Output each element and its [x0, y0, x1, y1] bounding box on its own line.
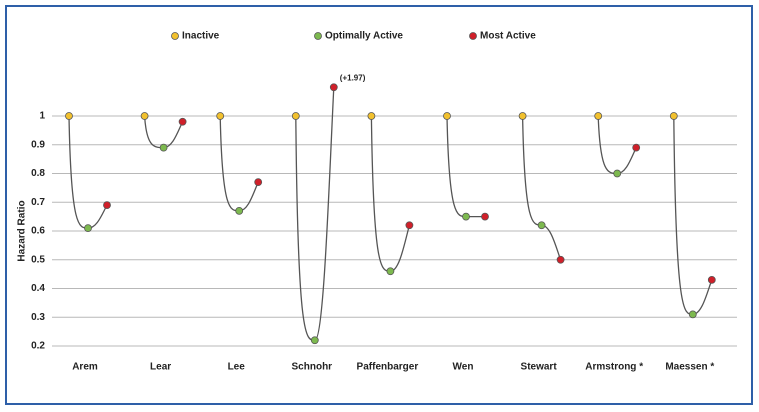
- point: [386, 267, 395, 276]
- y-tick-label: 0.9: [31, 139, 45, 150]
- point: [291, 112, 300, 120]
- point: [103, 201, 111, 210]
- y-tick-label: 0.3: [31, 312, 45, 323]
- point: [707, 275, 716, 284]
- x-tick-label: Armstrong *: [585, 362, 643, 373]
- point: [235, 206, 244, 215]
- point: [159, 143, 168, 152]
- point: [178, 117, 187, 126]
- point: [613, 169, 622, 178]
- legend-label: Most Active: [480, 31, 536, 42]
- frame: [5, 5, 753, 405]
- legend-marker: [314, 32, 322, 40]
- point: [556, 255, 565, 264]
- point: [367, 112, 376, 120]
- legend-marker: [171, 32, 179, 40]
- point: [84, 224, 92, 233]
- point: [537, 221, 546, 230]
- y-tick-label: 0.5: [31, 254, 45, 265]
- point: [481, 212, 489, 221]
- point: [65, 112, 73, 120]
- x-tick-label: Maessen *: [665, 362, 714, 373]
- y-tick-label: 0.2: [31, 341, 45, 352]
- x-tick-label: Stewart: [521, 362, 558, 373]
- point: [518, 112, 527, 120]
- point: [632, 143, 641, 152]
- x-tick-label: Lear: [150, 362, 171, 373]
- y-axis-label: Hazard Ratio: [17, 200, 28, 261]
- x-tick-label: Wen: [453, 362, 474, 373]
- point: [216, 112, 225, 120]
- point: [254, 178, 263, 187]
- point: [688, 310, 697, 319]
- x-tick-label: Lee: [228, 362, 246, 373]
- legend-label: Inactive: [182, 31, 220, 42]
- x-tick-label: Paffenbarger: [357, 362, 419, 373]
- x-tick-label: Arem: [72, 362, 98, 373]
- point: [443, 112, 451, 120]
- y-tick-label: 0.8: [31, 168, 45, 179]
- y-tick-label: 0.6: [31, 226, 45, 237]
- point: [405, 221, 414, 230]
- point: [594, 112, 603, 120]
- point: [669, 112, 678, 120]
- legend-label: Optimally Active: [325, 31, 403, 42]
- point: [310, 336, 319, 345]
- annotation: (+1.97): [340, 73, 366, 82]
- x-tick-label: Schnohr: [292, 362, 333, 373]
- point: [329, 83, 338, 92]
- y-tick-label: 1: [39, 111, 45, 122]
- y-tick-label: 0.7: [31, 197, 45, 208]
- point: [462, 212, 470, 221]
- connector-curve: [673, 115, 713, 316]
- y-tick-label: 0.4: [31, 283, 45, 294]
- point: [140, 112, 149, 120]
- legend-marker: [469, 32, 477, 40]
